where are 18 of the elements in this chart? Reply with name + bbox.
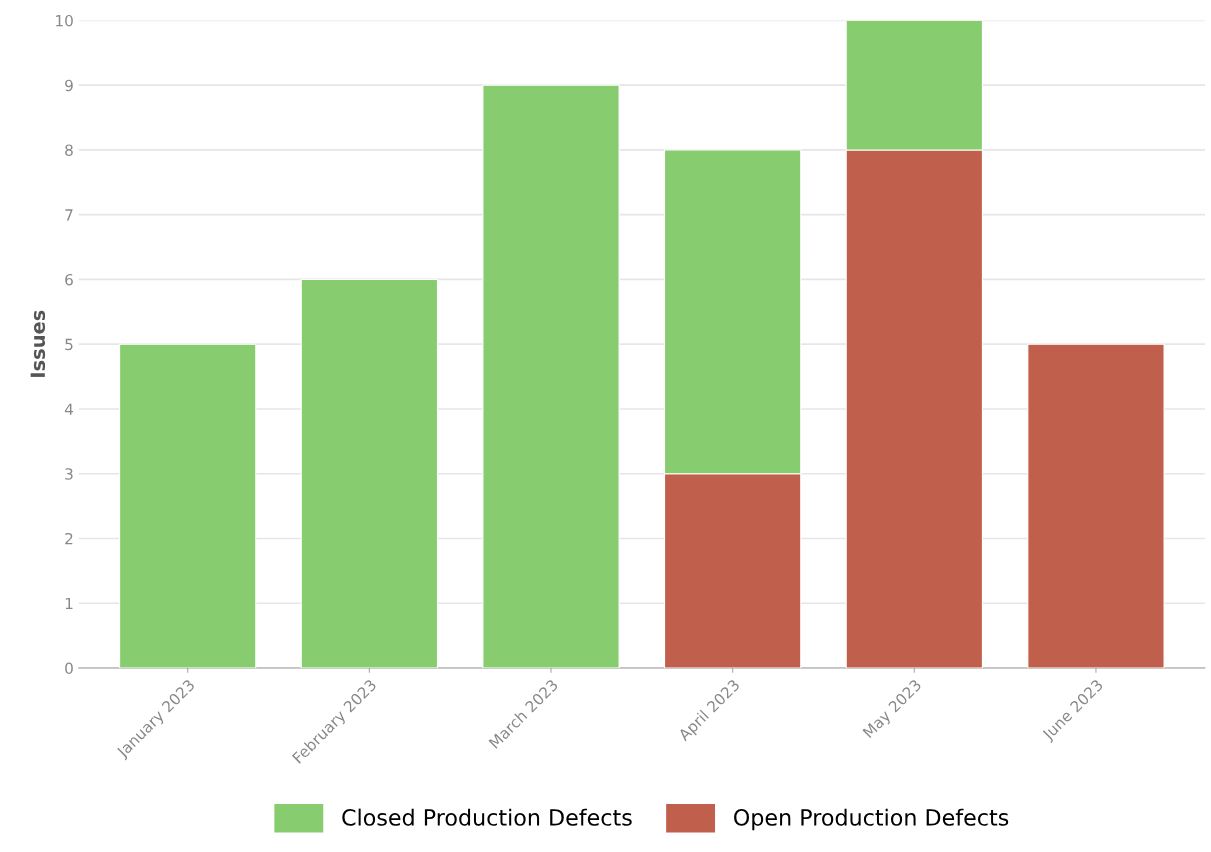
bar	[119, 343, 257, 668]
y-tick-label: 3	[65, 468, 73, 480]
bar	[482, 84, 620, 668]
legend-label: Closed Production Defects	[342, 808, 632, 826]
y-tick-label: 8	[65, 144, 73, 156]
bar	[300, 278, 439, 668]
y-tick-label: 10	[56, 14, 73, 27]
y-tick-label: 4	[64, 403, 73, 415]
y-tick-label: 7	[65, 209, 73, 221]
legend-label: Open Production Defects	[734, 808, 1009, 831]
y-axis-title: Issues	[30, 310, 46, 377]
bar	[1027, 343, 1165, 668]
y-tick-label: 9	[65, 79, 73, 92]
y-tick-label: 1	[65, 597, 73, 610]
y-tick-label: 2	[65, 532, 73, 545]
y-tick-label: 5	[65, 338, 73, 351]
y-tick-label: 6	[65, 273, 73, 286]
y-tick-label: 0	[65, 662, 73, 674]
